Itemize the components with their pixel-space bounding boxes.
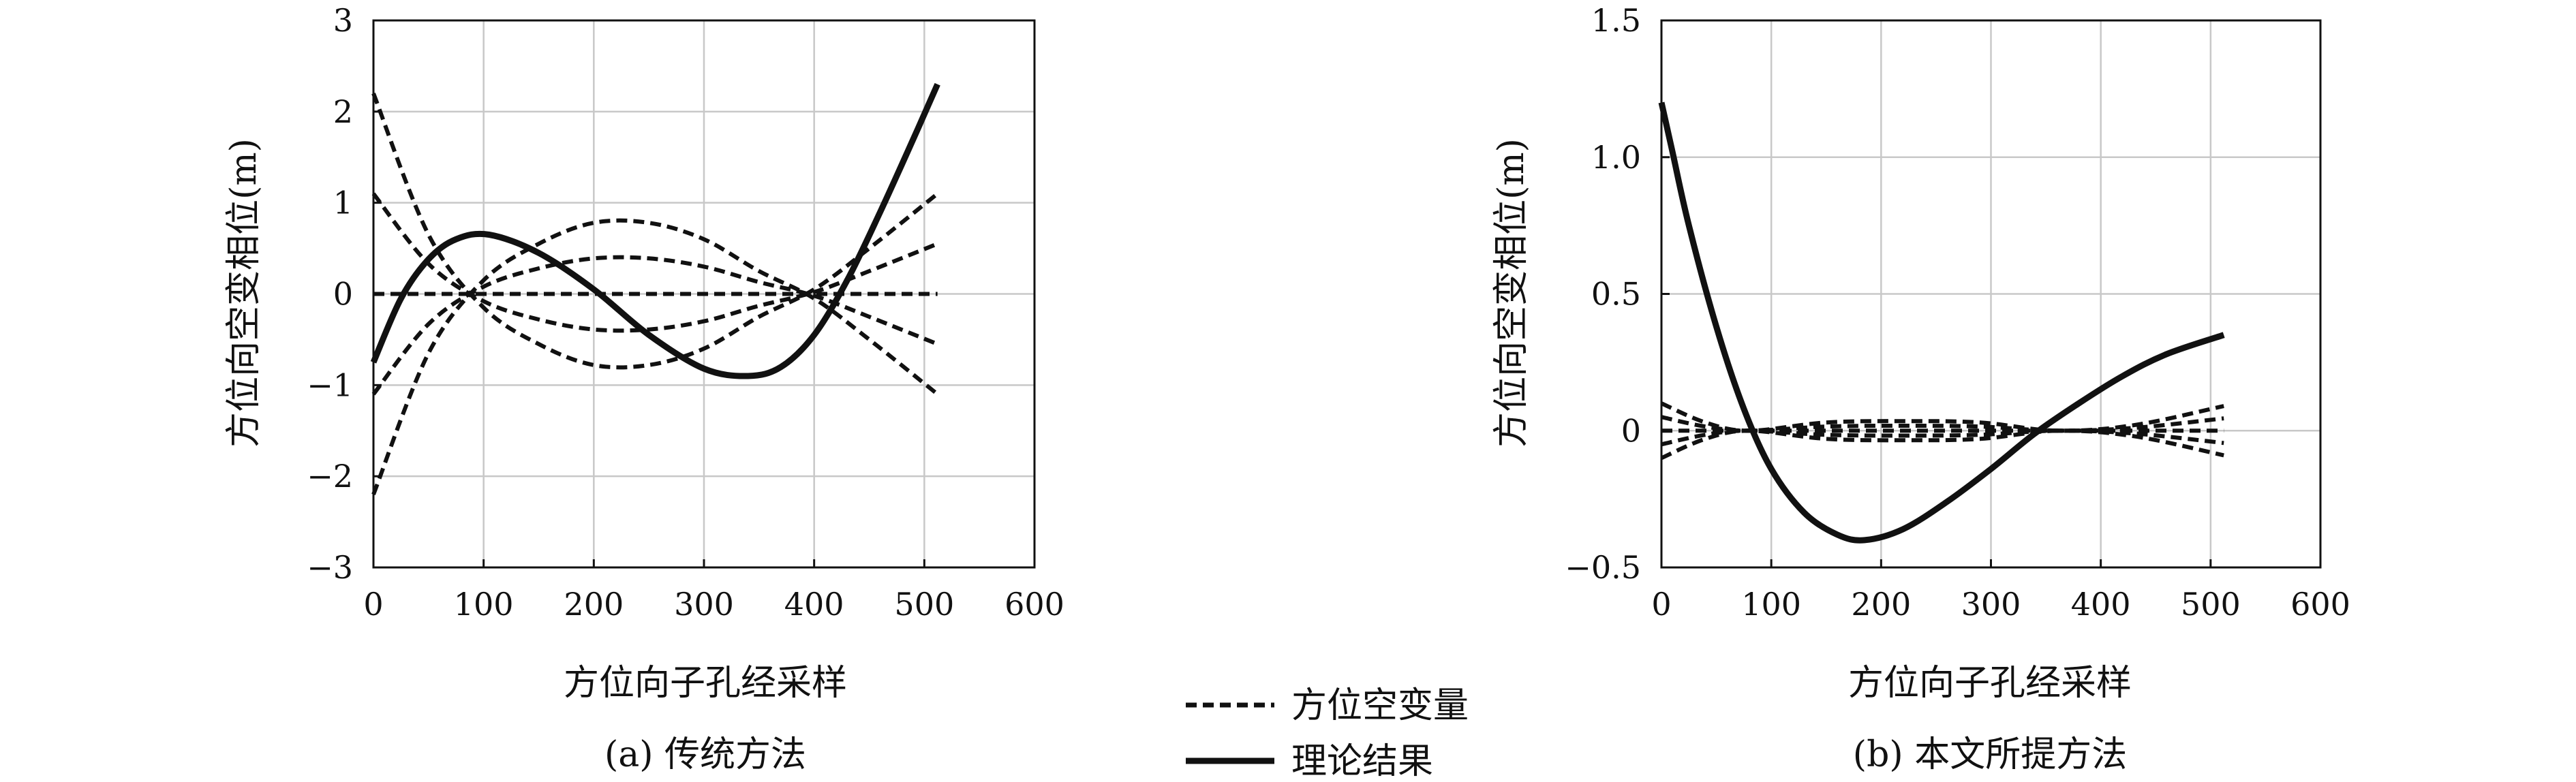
panel-b-x-tick-label: 200 <box>1851 586 1911 623</box>
panel-a-y-tick-label: 0 <box>333 276 353 313</box>
panel-b-chart: 0 100 200 300 400 500 600 −0.5 0 0.5 1.0 1.5 方位向子孔经… <box>1491 2 2350 775</box>
panel-a-series <box>370 82 940 495</box>
panel-a-y-tick-label: −3 <box>307 549 353 586</box>
panel-b-x-tick-label: 600 <box>2290 586 2350 623</box>
panel-b-x-tick-label: 400 <box>2071 586 2131 623</box>
panel-b-y-tick-label: 0.5 <box>1591 276 1641 313</box>
panel-b-dashed-series-line <box>1661 415 2224 433</box>
panel-a-y-tick-label: 1 <box>333 185 353 221</box>
panel-a-y-tick-label: −2 <box>307 458 353 495</box>
panel-b-y-tick-label: 0 <box>1621 412 1641 449</box>
legend-label-spatial-variant: 方位空变量 <box>1291 685 1469 726</box>
panel-a-dashed-series-line <box>371 93 939 370</box>
panel-b-y-tick-label: 1.0 <box>1591 139 1641 176</box>
panel-a-x-tick-label: 400 <box>784 586 844 623</box>
panel-a-x-axis-label: 方位向子孔经采样 <box>564 663 847 704</box>
panel-b-y-tick-label: 1.5 <box>1591 2 1641 39</box>
panel-b-plot-frame <box>1660 19 2322 569</box>
panel-a-y-tick-label: 2 <box>333 93 353 130</box>
panel-a-plot-frame <box>372 19 1036 569</box>
panel-a-dashed-series-line <box>371 192 938 333</box>
panel-b-x-tick-label: 0 <box>1651 586 1671 623</box>
panel-b-series <box>1658 101 2225 544</box>
panel-a-x-tick-label: 300 <box>674 586 734 623</box>
panel-a-x-tick-label: 600 <box>1005 586 1064 623</box>
panel-b-x-tick-label: 100 <box>1741 586 1801 623</box>
panel-b-y-axis-label: 方位向空变相位(m) <box>1491 138 1532 448</box>
panel-b-ticks: 0 100 200 300 400 500 600 −0.5 0 0.5 1.0 1.5 <box>1565 2 2350 623</box>
panel-a-x-tick-label: 0 <box>363 586 383 623</box>
panel-a-x-tick-label: 500 <box>894 586 954 623</box>
panel-a-caption: (a) 传统方法 <box>604 734 806 775</box>
panel-a-x-tick-label: 200 <box>564 586 624 623</box>
panel-b-x-tick-label: 500 <box>2181 586 2241 623</box>
panel-a-chart: 0 100 200 300 400 500 600 −3 −2 −1 0 1 2 3 方位向子孔经采样 方… <box>224 2 1064 775</box>
panel-b-dashed-series-line <box>1660 428 2224 460</box>
panel-a-y-tick-label: 3 <box>333 2 353 39</box>
panel-b-x-axis-label: 方位向子孔经采样 <box>1848 663 2132 704</box>
panel-b-x-tick-label: 300 <box>1961 586 2021 623</box>
panel-b-y-tick-label: −0.5 <box>1565 549 1641 586</box>
panel-a-y-axis-label: 方位向空变相位(m) <box>224 138 264 448</box>
panel-b-grid <box>1661 20 2320 567</box>
legend-label-theoretical: 理论结果 <box>1291 741 1433 782</box>
legend: 方位空变量 理论结果 <box>1186 685 1469 782</box>
panel-b-theoretical-series-line <box>1658 101 2225 544</box>
panel-a-x-tick-label: 100 <box>454 586 514 623</box>
panel-a-y-tick-label: −1 <box>307 366 353 403</box>
panel-a-theoretical-series-line <box>370 82 940 379</box>
panel-a-ticks: 0 100 200 300 400 500 600 −3 −2 −1 0 1 2 3 <box>307 2 1064 623</box>
panel-b-caption: (b) 本文所提方法 <box>1853 734 2127 775</box>
panel-a-dashed-series-line <box>371 218 939 495</box>
